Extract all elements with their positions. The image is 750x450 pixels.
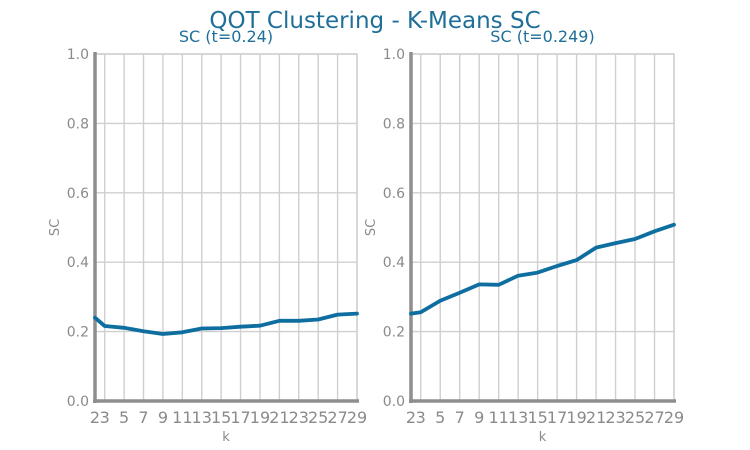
chart1-y-axis-label: SC (364, 219, 379, 236)
chart1-x-tick-label: 11 (488, 408, 508, 427)
chart1-x-tick-label: 21 (586, 408, 606, 427)
chart0-y-tick-label: 0.8 (67, 116, 89, 132)
chart1-y-tick-label: 0.2 (383, 325, 405, 341)
chart1-y-tick-label: 1.0 (383, 47, 405, 63)
chart1-x-tick-label: 3 (416, 408, 426, 427)
chart0-x-tick-label: 11 (172, 408, 192, 427)
chart0-x-tick-label: 5 (119, 408, 129, 427)
chart0-x-tick-label: 19 (250, 408, 270, 427)
chart0-y-tick-label: 0.6 (67, 186, 89, 202)
chart0-x-tick-label: 13 (192, 408, 212, 427)
chart0-y-tick-label: 1.0 (67, 47, 89, 63)
chart0-x-tick-label: 21 (269, 408, 289, 427)
chart1-x-tick-label: 27 (644, 408, 664, 427)
chart1-x-tick-label: 19 (566, 408, 586, 427)
chart1-x-tick-label: 5 (435, 408, 445, 427)
chart1-x-tick-label: 23 (605, 408, 625, 427)
chart1-y-tick-label: 0.6 (383, 186, 405, 202)
chart1-y-tick-label: 0.4 (383, 255, 405, 271)
chart1-series-line (409, 222, 676, 316)
chart1-x-tick-label: 25 (625, 408, 645, 427)
chart1-x-axis-label: k (539, 430, 547, 445)
chart0-x-tick-label: 17 (230, 408, 250, 427)
chart0-x-tick-label: 9 (158, 408, 168, 427)
chart0-y-tick-label: 0.4 (67, 255, 89, 271)
chart0-x-axis-label: k (222, 430, 230, 445)
chart1-x-tick-label: 9 (474, 408, 484, 427)
chart1-x-tick-label: 17 (547, 408, 567, 427)
chart0-x-tick-label: 3 (100, 408, 110, 427)
chart0-x-tick-label: 7 (138, 408, 148, 427)
chart1-x-tick-label: 15 (527, 408, 547, 427)
figure-title: QOT Clustering - K-Means SC (209, 8, 540, 34)
chart0-y-axis-label: SC (48, 219, 63, 236)
chart0-x-tick-label: 23 (289, 408, 309, 427)
chart0-x-tick-label: 15 (211, 408, 231, 427)
chart0-y-tick-label: 0.2 (67, 325, 89, 341)
chart1-x-tick-label: 7 (455, 408, 465, 427)
chart1-x-tick-label: 2 (406, 408, 416, 427)
chart0-x-tick-label: 27 (327, 408, 347, 427)
chart1-x-tick-label: 29 (664, 408, 684, 427)
chart1-title: SC (t=0.249) (490, 27, 594, 46)
chart0-x-tick-label: 25 (308, 408, 328, 427)
chart0-x-tick-label: 29 (347, 408, 367, 427)
chart0-y-tick-label: 0.0 (67, 394, 89, 410)
chart0-title: SC (t=0.24) (179, 27, 273, 46)
chart-left: 0.00.20.40.60.81.02 3 5 7 9 11 13 15 17 19 21 23 25 2… (48, 27, 367, 445)
chart0-x-tick-label: 2 (90, 408, 100, 427)
chart-right: 0.00.20.40.60.81.02 3 5 7 9 11 13 15 17 19 21 23 25 2… (364, 27, 684, 445)
chart1-y-tick-label: 0.0 (383, 394, 405, 410)
chart0-series-line (93, 311, 359, 336)
chart1-y-tick-label: 0.8 (383, 116, 405, 132)
chart1-x-tick-label: 13 (508, 408, 528, 427)
